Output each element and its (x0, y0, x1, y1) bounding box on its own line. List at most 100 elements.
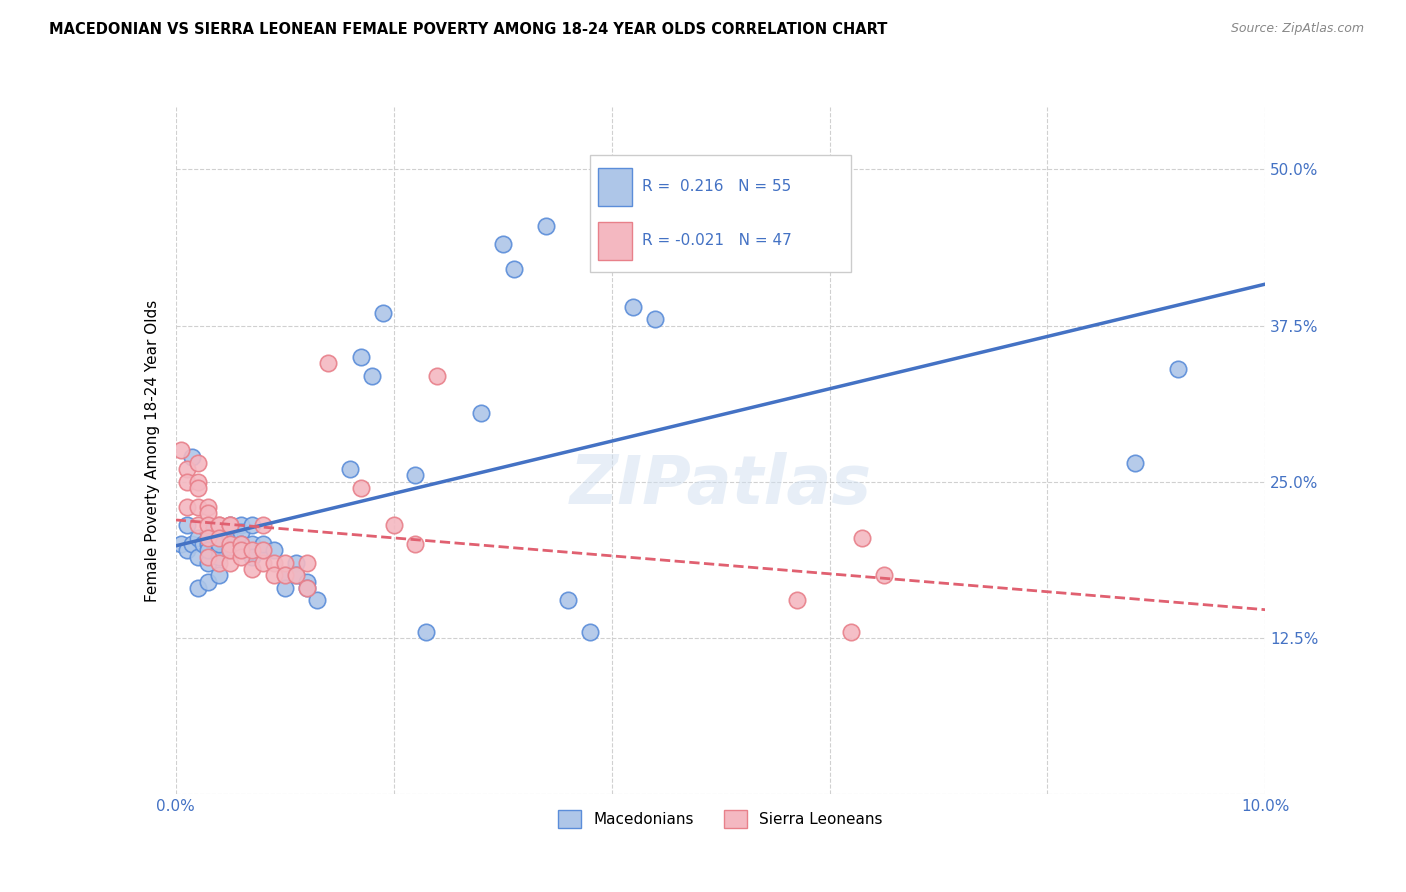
Point (415, 624, 437, 639)
Point (534, 219, 557, 233)
Point (263, 556, 285, 570)
Point (176, 500, 198, 514)
Point (186, 456, 209, 470)
Point (426, 368, 449, 383)
Point (176, 518, 198, 533)
Y-axis label: Female Poverty Among 18-24 Year Olds: Female Poverty Among 18-24 Year Olds (145, 300, 160, 601)
Point (284, 556, 307, 570)
Point (307, 593, 329, 607)
FancyBboxPatch shape (598, 222, 631, 260)
Point (176, 462, 198, 476)
Point (219, 537, 242, 551)
Point (197, 518, 219, 533)
Text: R = -0.021   N = 47: R = -0.021 N = 47 (643, 233, 792, 248)
Point (252, 537, 274, 551)
Point (841, 624, 863, 639)
Point (1167, 362, 1189, 376)
Point (186, 531, 209, 545)
Point (208, 549, 231, 564)
Point (197, 556, 219, 570)
Text: ZIPatlas: ZIPatlas (569, 452, 872, 517)
Point (208, 518, 231, 533)
Point (295, 574, 318, 589)
Point (231, 543, 253, 558)
Point (284, 568, 307, 582)
Point (274, 568, 297, 582)
Point (318, 356, 340, 370)
Point (231, 549, 253, 564)
Point (186, 475, 209, 489)
Text: MACEDONIAN VS SIERRA LEONEAN FEMALE POVERTY AMONG 18-24 YEAR OLDS CORRELATION CH: MACEDONIAN VS SIERRA LEONEAN FEMALE POVE… (49, 22, 887, 37)
Point (219, 543, 242, 558)
Point (786, 593, 808, 607)
Point (295, 556, 318, 570)
Point (557, 593, 579, 607)
Point (170, 443, 193, 458)
Point (252, 543, 274, 558)
Point (470, 406, 492, 420)
Text: R =  0.216   N = 55: R = 0.216 N = 55 (643, 179, 792, 194)
Point (274, 581, 297, 595)
FancyBboxPatch shape (598, 168, 631, 206)
Point (197, 531, 219, 545)
Point (252, 556, 274, 570)
Point (208, 556, 231, 570)
Point (263, 568, 285, 582)
Point (181, 450, 204, 464)
Point (219, 543, 242, 558)
Point (170, 537, 193, 551)
Point (644, 312, 666, 326)
Point (405, 537, 427, 551)
Point (197, 524, 219, 539)
Point (191, 537, 214, 551)
Point (502, 262, 524, 277)
Point (240, 562, 263, 576)
Point (197, 500, 219, 514)
Point (252, 543, 274, 558)
Point (208, 518, 231, 533)
Point (208, 537, 231, 551)
Point (176, 475, 198, 489)
Point (197, 543, 219, 558)
Point (240, 518, 263, 533)
Point (405, 468, 427, 483)
Point (873, 568, 896, 582)
Point (186, 500, 209, 514)
Point (219, 531, 242, 545)
Point (181, 537, 204, 551)
Point (208, 531, 231, 545)
Point (339, 462, 361, 476)
Point (231, 537, 253, 551)
Point (360, 368, 382, 383)
Point (274, 568, 297, 582)
Point (197, 537, 219, 551)
Point (621, 300, 644, 314)
Point (350, 350, 373, 364)
FancyBboxPatch shape (591, 155, 852, 272)
Point (350, 481, 373, 495)
Point (219, 518, 242, 533)
Point (240, 549, 263, 564)
Text: Source: ZipAtlas.com: Source: ZipAtlas.com (1230, 22, 1364, 36)
Point (284, 568, 307, 582)
Point (186, 581, 209, 595)
Point (579, 624, 602, 639)
Point (231, 518, 253, 533)
Point (371, 306, 394, 320)
Point (197, 574, 219, 589)
Point (219, 518, 242, 533)
Point (197, 506, 219, 520)
Point (231, 537, 253, 551)
Point (186, 481, 209, 495)
Point (208, 537, 231, 551)
Point (176, 543, 198, 558)
Point (851, 531, 873, 545)
Point (240, 543, 263, 558)
Point (240, 537, 263, 551)
Point (295, 581, 318, 595)
Point (219, 556, 242, 570)
Point (1123, 456, 1146, 470)
Point (295, 581, 318, 595)
Point (219, 537, 242, 551)
Point (219, 518, 242, 533)
